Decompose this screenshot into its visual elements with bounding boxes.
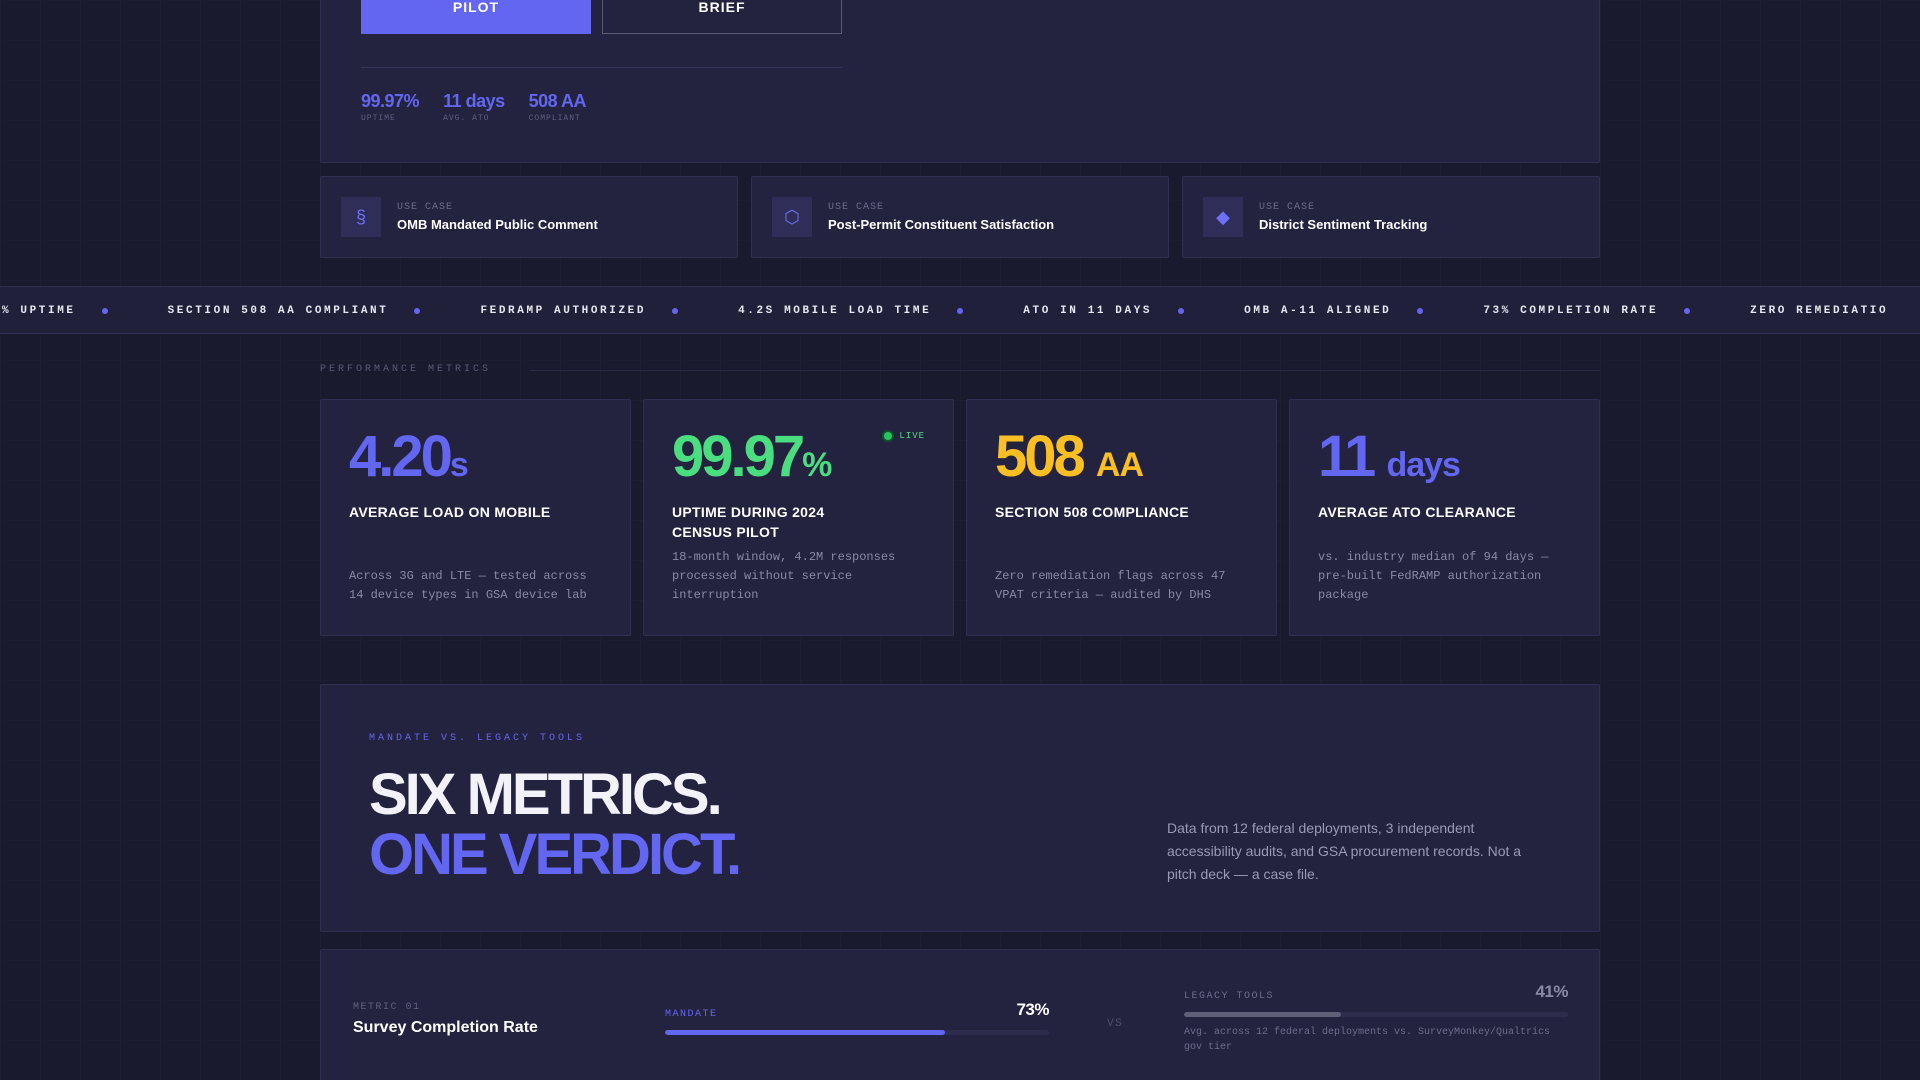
ticker-item: ZERO REMEDIATIO — [1750, 305, 1889, 317]
metric-description: vs. industry median of 94 days — pre-bui… — [1318, 550, 1549, 602]
metric-number: 4.20 — [349, 424, 453, 489]
mandate-description: Data from 12 federal deployments, 3 inde… — [1167, 820, 1522, 882]
use-case-label: USE CASE — [397, 202, 454, 213]
mandate-bar-track — [665, 1030, 1049, 1035]
hero-divider — [361, 67, 842, 68]
metric-card-508: 508 AA SECTION 508 COMPLIANCE Zero remed… — [966, 399, 1277, 636]
hero-stat-value: 508 AA — [528, 91, 587, 111]
hero-card: PILOT BRIEF 99.97% UPTIME 11 days AVG. A… — [320, 0, 1600, 163]
ticker-dot — [1417, 308, 1424, 314]
ticker-item: OMB A-11 ALIGNED — [1244, 305, 1392, 317]
legacy-bar-fill — [1184, 1012, 1342, 1017]
metric-unit: % — [802, 446, 832, 484]
metric-number: 11 — [1318, 424, 1376, 489]
use-case-title: District Sentiment Tracking — [1259, 217, 1428, 232]
section-divider — [530, 370, 1600, 371]
metric-unit: s — [449, 446, 469, 484]
use-case-title: Post-Permit Constituent Satisfaction — [828, 217, 1055, 232]
mandate-bar-label: MANDATE — [665, 1009, 718, 1020]
metric-title: SECTION 508 COMPLIANCE — [995, 504, 1190, 520]
ticker-item: 73% COMPLETION RATE — [1483, 305, 1659, 317]
ticker-item: ATO IN 11 DAYS — [1023, 305, 1153, 317]
use-case-card-public-comment[interactable]: § USE CASE OMB Mandated Public Comment — [320, 176, 738, 258]
mandate-bar-group: MANDATE 73% — [665, 1000, 1049, 1035]
hero-stat-label: AVG. ATO — [443, 114, 490, 123]
comparison-row: METRIC 01 Survey Completion Rate MANDATE… — [320, 949, 1600, 1080]
metric-title: UPTIME DURING 2024 CENSUS PILOT — [672, 504, 825, 540]
hero-stat-label: COMPLIANT — [528, 114, 581, 123]
use-cases: § USE CASE OMB Mandated Public Comment ⬡… — [320, 176, 1600, 258]
hero-stats: 99.97% UPTIME 11 days AVG. ATO 508 AA CO… — [361, 91, 587, 123]
ticker-item: SECTION 508 AA COMPLIANT — [167, 305, 389, 317]
legacy-bar-value: 41% — [1535, 982, 1568, 1001]
hero-stat-value: 99.97% — [361, 91, 420, 111]
metric-number: 99.97 — [672, 424, 805, 489]
ticker-dot — [672, 308, 679, 314]
comparison-metric-label: METRIC 01 — [353, 1002, 421, 1013]
hero-stat-compliance: 508 AA COMPLIANT — [528, 91, 587, 123]
metric-card-load: 4.20s AVERAGE LOAD ON MOBILE Across 3G a… — [320, 399, 631, 636]
metric-cards: 4.20s AVERAGE LOAD ON MOBILE Across 3G a… — [320, 399, 1600, 636]
pilot-button[interactable]: PILOT — [361, 0, 591, 34]
section-sign-icon: § — [341, 197, 381, 237]
mandate-bar-fill — [665, 1030, 946, 1035]
ticker-dot — [1684, 308, 1691, 314]
brief-button[interactable]: BRIEF — [602, 0, 842, 34]
metric-unit: AA — [1095, 446, 1144, 484]
use-case-title: OMB Mandated Public Comment — [397, 217, 598, 232]
ticker-item: 4.2S MOBILE LOAD TIME — [738, 305, 932, 317]
metric-value: 99.97% — [672, 428, 925, 488]
metric-title: AVERAGE ATO CLEARANCE — [1318, 504, 1516, 520]
use-case-label: USE CASE — [828, 202, 885, 213]
legacy-bar-label: LEGACY TOOLS — [1184, 991, 1275, 1002]
section-label-performance: PERFORMANCE METRICS — [320, 364, 492, 375]
ticker-item: FEDRAMP AUTHORIZED — [480, 305, 647, 317]
hero-stat-uptime: 99.97% UPTIME — [361, 91, 420, 123]
ticker-dot — [414, 308, 421, 314]
ticker-dot — [1178, 308, 1185, 314]
hexagon-icon: ⬡ — [772, 197, 812, 237]
versus-label: VS — [1107, 1018, 1124, 1030]
live-badge: LIVE — [882, 430, 925, 442]
ticker-dot — [101, 308, 108, 314]
mandate-headline: SIX METRICS. — [369, 762, 723, 827]
metric-number: 508 — [995, 424, 1086, 489]
metric-value: 508 AA — [995, 428, 1248, 488]
comparison-metric-title: Survey Completion Rate — [353, 1019, 538, 1036]
mandate-eyebrow: MANDATE VS. LEGACY TOOLS — [369, 733, 586, 744]
hero-stat-label: UPTIME — [361, 114, 396, 123]
live-badge-label: LIVE — [899, 431, 925, 441]
metric-description: 18-month window, 4.2M responses processe… — [672, 550, 896, 602]
mandate-headline-accent: ONE VERDICT. — [369, 822, 742, 887]
metric-title: AVERAGE LOAD ON MOBILE — [349, 504, 551, 520]
metric-card-uptime: LIVE 99.97% UPTIME DURING 2024 CENSUS PI… — [643, 399, 954, 636]
use-case-card-district-sentiment[interactable]: ◆ USE CASE District Sentiment Tracking — [1182, 176, 1600, 258]
metric-unit: days — [1386, 446, 1460, 484]
metric-card-ato: 11 days AVERAGE ATO CLEARANCE vs. indust… — [1289, 399, 1600, 636]
marquee-ticker: % UPTIME SECTION 508 AA COMPLIANT FEDRAM… — [0, 286, 1920, 334]
use-case-card-post-permit[interactable]: ⬡ USE CASE Post-Permit Constituent Satis… — [751, 176, 1169, 258]
ticker-track: % UPTIME SECTION 508 AA COMPLIANT FEDRAM… — [2, 287, 1889, 333]
metric-value: 11 days — [1318, 428, 1571, 488]
legacy-bar-description: Avg. across 12 federal deployments vs. S… — [1184, 1027, 1551, 1053]
metric-value: 4.20s — [349, 428, 602, 488]
diamond-icon: ◆ — [1203, 197, 1243, 237]
hero-stat-value: 11 days — [443, 91, 505, 111]
ticker-dot — [957, 308, 964, 314]
use-case-label: USE CASE — [1259, 202, 1316, 213]
mandate-card: MANDATE VS. LEGACY TOOLS SIX METRICS. ON… — [320, 684, 1600, 932]
mandate-bar-value: 73% — [1016, 1000, 1049, 1019]
hero-stat-ato: 11 days AVG. ATO — [443, 91, 505, 123]
live-dot-icon — [882, 430, 895, 442]
legacy-bar-track — [1184, 1012, 1568, 1017]
metric-description: Zero remediation flags across 47 VPAT cr… — [995, 569, 1226, 602]
metric-description: Across 3G and LTE — tested across 14 dev… — [349, 569, 587, 602]
legacy-bar-group: LEGACY TOOLS 41% Avg. across 12 federal … — [1184, 982, 1568, 1055]
ticker-item: % UPTIME — [2, 305, 76, 317]
